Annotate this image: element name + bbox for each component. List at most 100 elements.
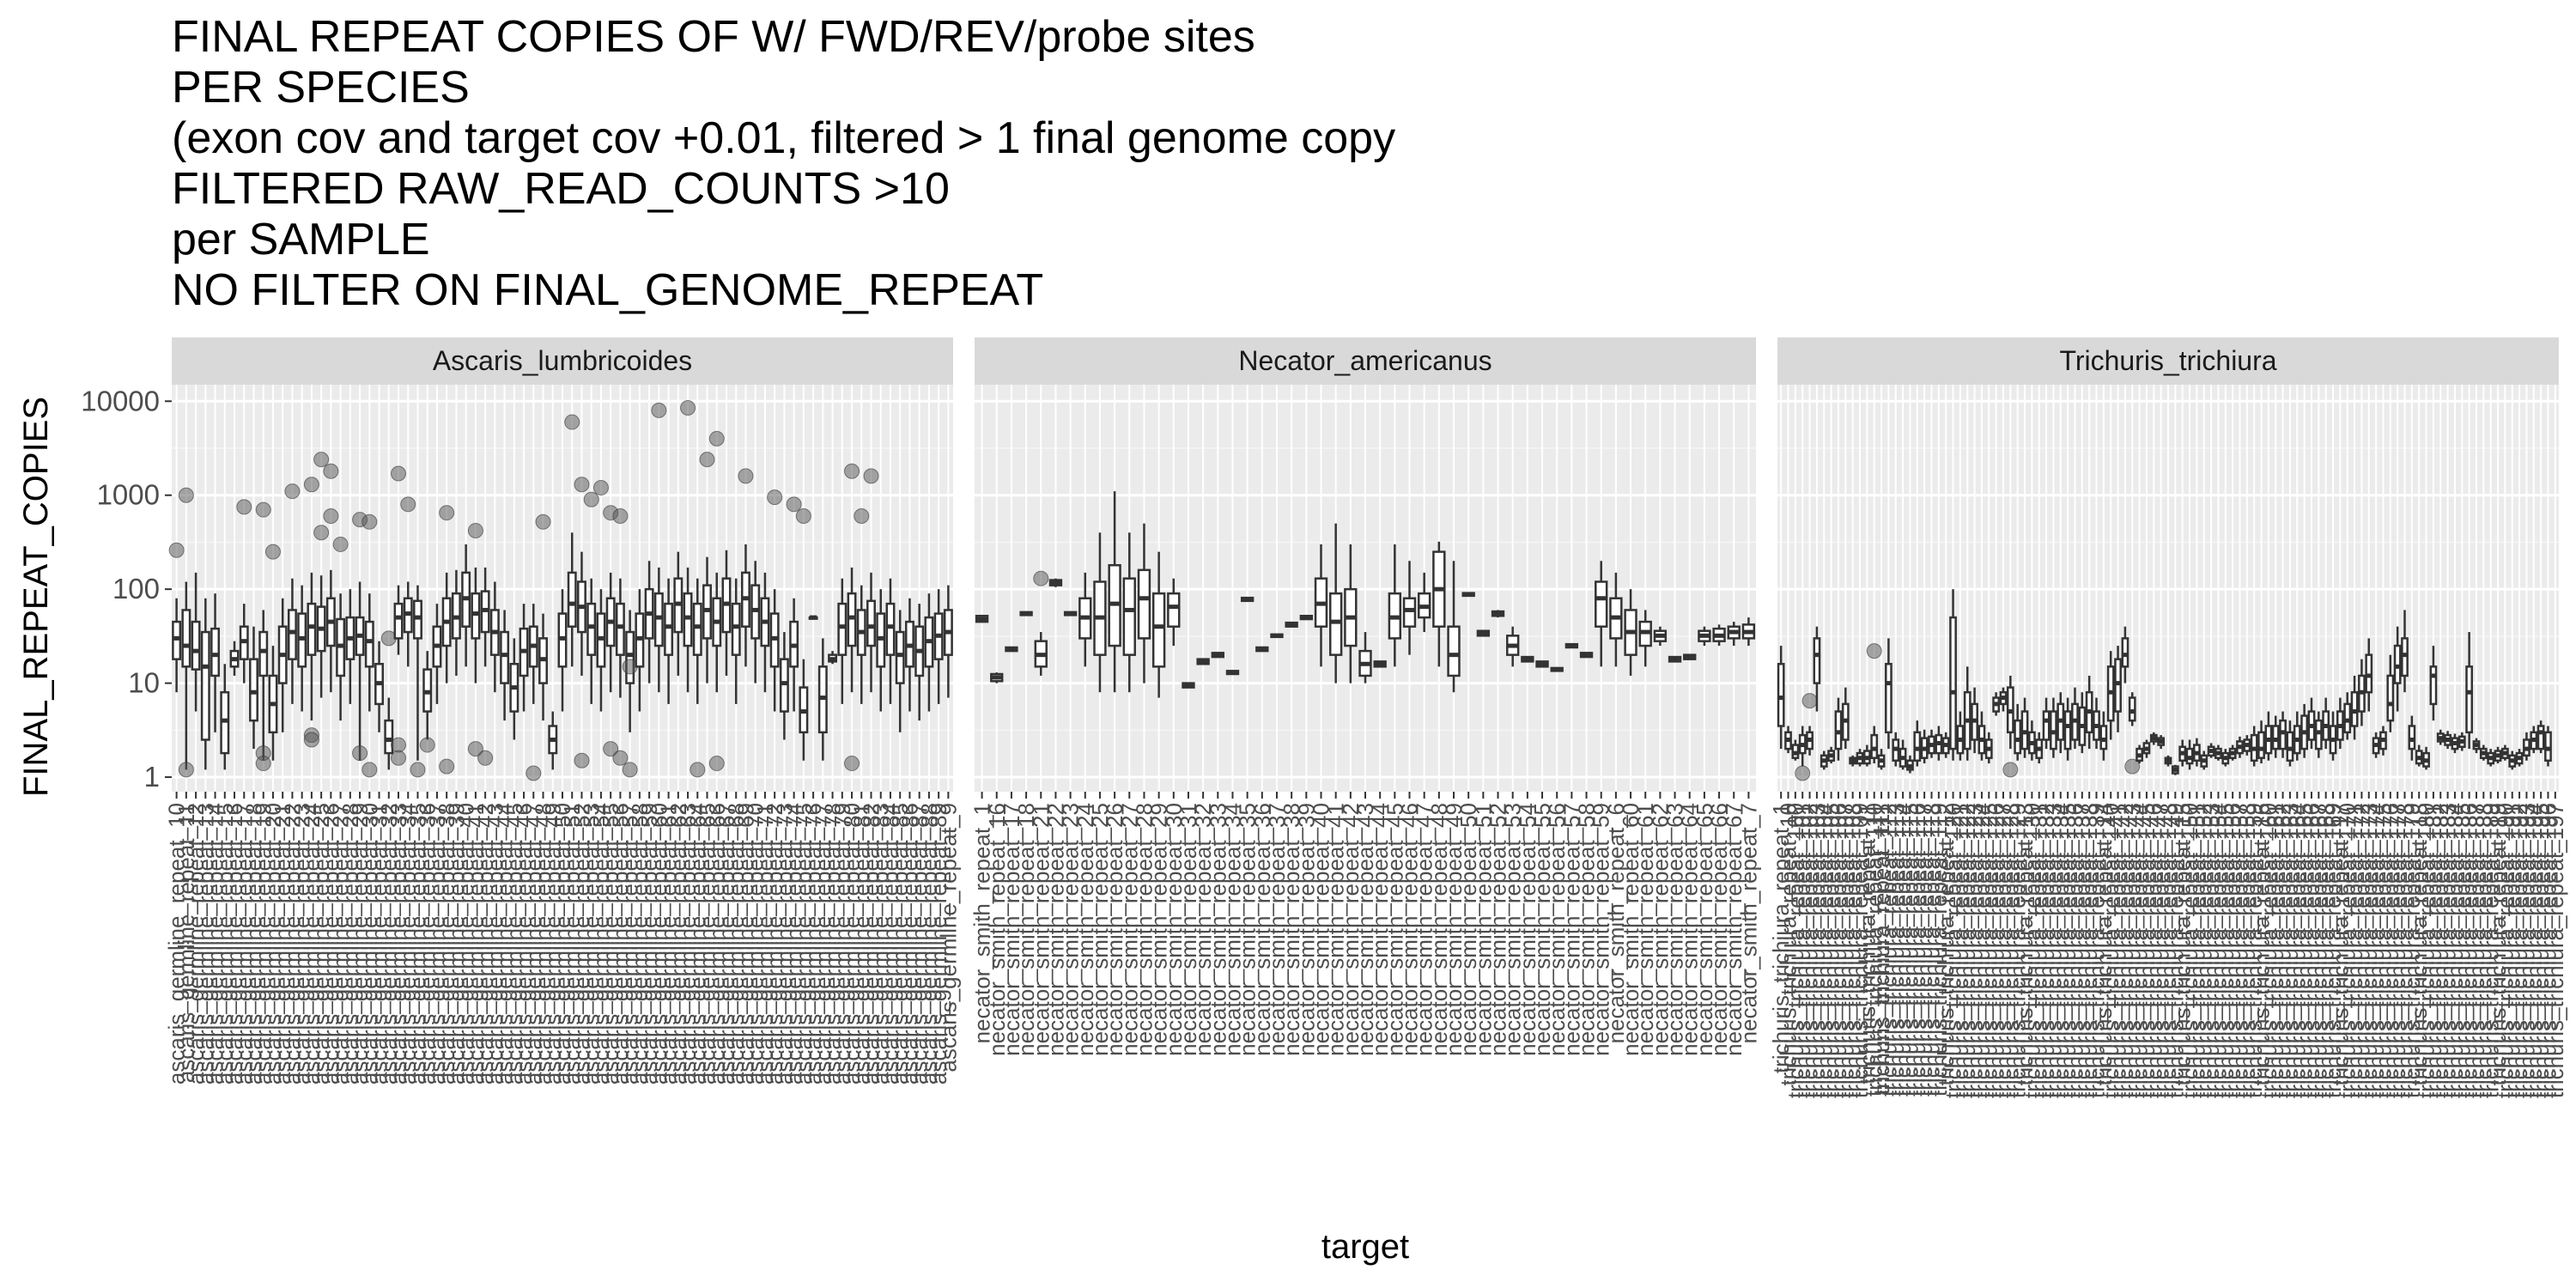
box <box>2164 755 2172 767</box>
box <box>2472 738 2481 754</box>
x-tick-label: trichuris_trichiura_repeat_19 <box>2485 803 2511 1086</box>
x-tick-label: ascaris_germline_repeat_43 <box>482 803 507 1084</box>
y-tick-label: 1 <box>144 761 160 793</box>
x-tick-label: ascaris_germline_repeat_13 <box>192 803 218 1084</box>
box <box>432 604 442 704</box>
x-tick-label: ascaris_germline_repeat_40 <box>453 803 479 1084</box>
x-tick-label: trichuris_trichiura_repeat_156 <box>2220 803 2245 1098</box>
box <box>1984 732 1993 764</box>
x-tick-label: trichuris_trichiura_repeat_103 <box>1804 803 1830 1098</box>
x-tick-label: trichuris_trichiura_repeat_116 <box>1905 803 1930 1097</box>
x-tick-label: ascaris_germline_repeat_25 <box>308 803 334 1084</box>
x-tick-label: trichuris_trichiura_repeat_169 <box>2320 803 2346 1098</box>
x-tick-label: trichuris_trichiura_repeat_144 <box>2127 803 2153 1098</box>
box <box>1963 666 1971 761</box>
outlier-point <box>410 762 426 778</box>
box <box>2530 726 2538 754</box>
outlier-point <box>574 477 590 493</box>
x-tick-label: trichuris_trichiura_repeat_137 <box>2069 803 2095 1098</box>
box <box>2215 744 2222 761</box>
x-tick-label: necator_smith_repeat_36 <box>1249 803 1275 1056</box>
outlier-point <box>767 489 783 506</box>
x-tick-label: ascaris_germline_repeat_18 <box>240 803 266 1084</box>
box-iqr <box>885 602 896 656</box>
box <box>1299 614 1314 621</box>
outlier-point <box>612 750 629 766</box>
box <box>255 501 271 772</box>
box <box>1476 629 1491 637</box>
x-tick-label: ascaris_germline_repeat_27 <box>328 803 354 1084</box>
x-tick-label: trichuris_trichiura_repeat_159 <box>2241 803 2267 1098</box>
outlier-point <box>352 745 368 762</box>
x-tick-label: trichuris_trichiura_repeat_188 <box>2470 803 2496 1098</box>
outlier-point <box>1866 643 1882 659</box>
box-iqr <box>500 630 510 684</box>
box <box>933 589 944 704</box>
box <box>2050 697 2057 758</box>
box <box>1653 626 1668 647</box>
box <box>1899 739 1907 770</box>
box <box>1595 561 1608 667</box>
outlier-point <box>391 737 407 753</box>
x-tick-label: trichuris_trichiura_repeat_115 <box>1897 803 1923 1097</box>
facet-panel: Necator_americanus necator_smith_repeat_1… <box>969 337 1761 1056</box>
x-tick-label: trichuris_trichiura_repeat_177 <box>2385 803 2410 1098</box>
x-tick-label: trichuris_trichiura_repeat_165 <box>2292 803 2318 1098</box>
x-tick-label: trichuris_trichiura_repeat_114 <box>1890 803 1916 1097</box>
x-tick-label: trichuris_trichiura_repeat_14 <box>2091 803 2117 1086</box>
x-tick-label: ascaris_germline_repeat_69 <box>732 803 758 1084</box>
box-iqr <box>413 599 422 640</box>
box <box>1834 697 1843 761</box>
x-tick-label: necator_smith_repeat_43 <box>1352 803 1378 1056</box>
box <box>895 610 905 732</box>
box <box>1344 544 1358 683</box>
x-tick-label: trichuris_trichiura_repeat_143 <box>2119 803 2145 1098</box>
x-tick-label: ascaris_germline_repeat_38 <box>434 803 459 1084</box>
box-iqr <box>1885 663 1893 734</box>
box-iqr <box>1122 577 1136 656</box>
box-iqr <box>1870 733 1879 759</box>
box-iqr <box>2271 725 2280 750</box>
box <box>592 480 609 712</box>
box-iqr <box>2465 665 2474 734</box>
box <box>2307 697 2316 750</box>
x-tick-label: trichuris_trichiura_repeat_108 <box>1840 803 1866 1098</box>
x-tick-label: ascaris_germline_repeat_83 <box>868 803 894 1084</box>
x-tick-label: ascaris_germline_repeat_14 <box>203 803 228 1084</box>
box <box>519 604 529 712</box>
box <box>1358 632 1372 683</box>
x-tick-label: necator_smith_repeat_62 <box>1647 803 1673 1056</box>
box <box>1941 732 1950 758</box>
x-tick-label: trichuris_trichiura_repeat_187 <box>2464 803 2489 1098</box>
box <box>1491 610 1505 618</box>
box <box>2157 735 2166 750</box>
x-tick-label: ascaris_germline_repeat_49 <box>540 803 566 1084</box>
x-tick-label: necator_smith_repeat_51 <box>1470 803 1496 1056</box>
box-iqr <box>2408 725 2416 750</box>
box <box>837 578 848 704</box>
x-tick-label: trichuris_trichiura_repeat_190 <box>2492 803 2518 1098</box>
box <box>914 604 925 721</box>
box <box>1624 589 1637 676</box>
x-tick-label: trichuris_trichiura_repeat_179 <box>2399 803 2425 1098</box>
x-tick-label: ascaris_germline_repeat_29 <box>347 803 373 1084</box>
x-tick-label: ascaris_germline_repeat_19 <box>251 803 276 1084</box>
box <box>2257 720 2265 764</box>
box <box>2465 632 2474 750</box>
outlier-point <box>651 402 667 418</box>
x-tick-label: ascaris_germline_repeat_45 <box>501 803 527 1084</box>
box <box>2422 746 2430 770</box>
outlier-point <box>313 452 330 468</box>
x-tick-label: trichuris_trichiura_repeat_132 <box>2033 803 2059 1098</box>
outlier-point <box>303 732 319 748</box>
box <box>1741 617 1756 647</box>
box <box>220 664 230 770</box>
box <box>828 651 838 665</box>
box <box>2243 735 2251 756</box>
x-tick-label: trichuris_trichiura_repeat_113 <box>1883 803 1909 1097</box>
box <box>1564 642 1579 649</box>
box <box>2071 687 2079 750</box>
box-iqr <box>847 592 857 647</box>
x-tick-label: necator_smith_repeat_17 <box>999 803 1024 1056</box>
box <box>461 544 471 667</box>
